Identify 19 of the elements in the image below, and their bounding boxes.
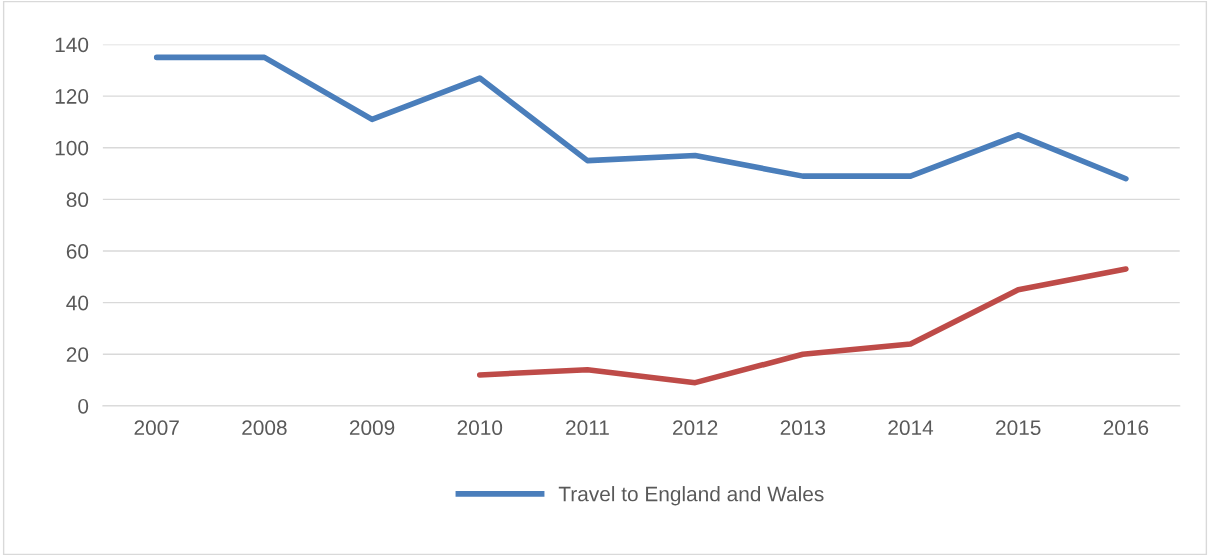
y-tick-label: 0 <box>78 398 89 414</box>
y-tick-label: 20 <box>66 347 89 363</box>
x-tick-label: 2009 <box>349 420 395 436</box>
y-tick-label: 100 <box>55 140 89 156</box>
x-tick-label: 2013 <box>780 420 826 436</box>
x-tick-label: 2011 <box>566 420 609 436</box>
x-tick-label: 2010 <box>457 420 503 436</box>
x-tick-label: 2008 <box>242 420 287 436</box>
y-tick-label: 120 <box>55 89 89 104</box>
x-tick-label: 2015 <box>996 420 1041 436</box>
y-tick-label: 40 <box>66 295 89 311</box>
y-tick-label: 60 <box>66 244 89 259</box>
y-tick-label: 80 <box>66 192 89 208</box>
x-tick-label: 2007 <box>134 420 179 436</box>
legend-label: Travel to England and Wales <box>558 486 824 506</box>
x-tick-label: 2016 <box>1103 420 1149 436</box>
x-tick-label: 2012 <box>673 420 718 436</box>
x-tick-label: 2014 <box>888 420 934 436</box>
y-tick-label: 140 <box>55 37 89 53</box>
